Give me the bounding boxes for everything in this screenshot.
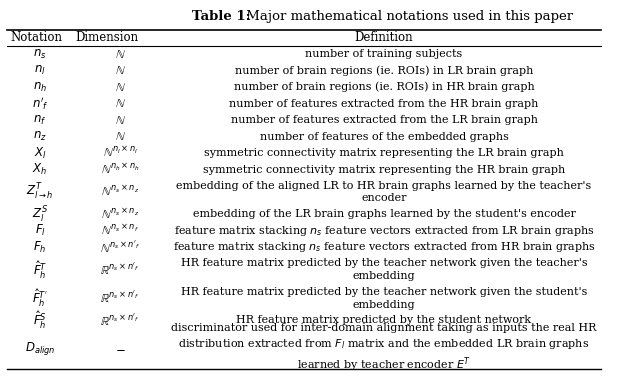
Text: Major mathematical notations used in this paper: Major mathematical notations used in thi…	[242, 10, 573, 23]
Text: $n_s$: $n_s$	[33, 47, 47, 61]
Text: $n_z$: $n_z$	[33, 130, 47, 143]
Text: embedding of the aligned LR to HR brain graphs learned by the teacher's
encoder: embedding of the aligned LR to HR brain …	[177, 181, 591, 204]
Text: $n'_f$: $n'_f$	[32, 96, 49, 112]
Text: $\mathbb{N}^{n_s \times n_z}$: $\mathbb{N}^{n_s \times n_z}$	[101, 207, 139, 222]
Text: Dimension: Dimension	[76, 31, 139, 44]
Text: Notation: Notation	[10, 31, 63, 44]
Text: $Z^S_l$: $Z^S_l$	[32, 204, 48, 225]
Text: $\mathbb{N}$: $\mathbb{N}$	[115, 64, 125, 77]
Text: $F_l$: $F_l$	[35, 223, 45, 238]
Text: $n_l$: $n_l$	[34, 64, 46, 77]
Text: $\mathbb{N}^{n_s \times n'_f}$: $\mathbb{N}^{n_s \times n'_f}$	[100, 239, 140, 256]
Text: HR feature matrix predicted by the teacher network given the teacher's
embedding: HR feature matrix predicted by the teach…	[180, 258, 588, 281]
Text: $\hat{F}^T_h$: $\hat{F}^T_h$	[33, 259, 47, 280]
Text: number of features extracted from the HR brain graph: number of features extracted from the HR…	[229, 99, 539, 108]
Text: $\hat{F}^S_h$: $\hat{F}^S_h$	[33, 310, 47, 331]
Text: $n_h$: $n_h$	[33, 81, 47, 94]
Text: HR feature matrix predicted by the teacher network given the student's
embedding: HR feature matrix predicted by the teach…	[181, 287, 588, 309]
Text: $\mathbb{N}$: $\mathbb{N}$	[115, 81, 125, 94]
Text: number of features of the embedded graphs: number of features of the embedded graph…	[260, 132, 509, 142]
Text: number of brain regions (ie. ROIs) in HR brain graph: number of brain regions (ie. ROIs) in HR…	[234, 82, 534, 92]
Text: $\mathbb{N}^{n_h \times n_h}$: $\mathbb{N}^{n_h \times n_h}$	[100, 162, 140, 177]
Text: $D_{align}$: $D_{align}$	[25, 340, 55, 357]
Text: $\mathbb{R}^{n_s \times n'_f}$: $\mathbb{R}^{n_s \times n'_f}$	[100, 262, 140, 278]
Text: $\mathbb{N}^{n_s \times n_z}$: $\mathbb{N}^{n_s \times n_z}$	[101, 185, 139, 199]
Text: $\mathbb{N}$: $\mathbb{N}$	[115, 113, 125, 126]
Text: $\mathbb{N}^{n_s \times n_f}$: $\mathbb{N}^{n_s \times n_f}$	[101, 224, 139, 238]
Text: $\mathbb{N}^{n_l \times n_l}$: $\mathbb{N}^{n_l \times n_l}$	[102, 146, 138, 160]
Text: $X_h$: $X_h$	[33, 162, 47, 177]
Text: $F_h$: $F_h$	[33, 240, 47, 255]
Text: Definition: Definition	[355, 31, 413, 44]
Text: $-$: $-$	[115, 342, 125, 355]
Text: feature matrix stacking $n_s$ feature vectors extracted from HR brain graphs: feature matrix stacking $n_s$ feature ve…	[173, 240, 596, 254]
Text: $Z^T_{l\to h}$: $Z^T_{l\to h}$	[26, 182, 54, 202]
Text: discriminator used for inter-domain alignment taking as inputs the real HR
distr: discriminator used for inter-domain alig…	[172, 324, 596, 374]
Text: $\mathbb{N}$: $\mathbb{N}$	[115, 130, 125, 143]
Text: $\hat{F}^{T'}_h$: $\hat{F}^{T'}_h$	[32, 287, 48, 309]
Text: embedding of the LR brain graphs learned by the student's encoder: embedding of the LR brain graphs learned…	[193, 209, 575, 219]
Text: $\mathbb{N}$: $\mathbb{N}$	[115, 48, 125, 61]
Text: $\mathbb{R}^{n_s \times n'_f}$: $\mathbb{R}^{n_s \times n'_f}$	[100, 290, 140, 306]
Text: $\mathbb{R}^{n_s \times n'_f}$: $\mathbb{R}^{n_s \times n'_f}$	[100, 312, 140, 329]
Text: feature matrix stacking $n_s$ feature vectors extracted from LR brain graphs: feature matrix stacking $n_s$ feature ve…	[173, 224, 595, 238]
Text: $X_l$: $X_l$	[34, 146, 47, 161]
Text: number of brain regions (ie. ROIs) in LR brain graph: number of brain regions (ie. ROIs) in LR…	[235, 65, 533, 76]
Text: HR feature matrix predicted by the student network: HR feature matrix predicted by the stude…	[237, 316, 532, 325]
Text: number of training subjects: number of training subjects	[305, 49, 463, 59]
Text: Table 1:: Table 1:	[192, 10, 251, 23]
Text: symmetric connectivity matrix representing the HR brain graph: symmetric connectivity matrix representi…	[203, 165, 565, 175]
Text: $\mathbb{N}$: $\mathbb{N}$	[115, 97, 125, 110]
Text: symmetric connectivity matrix representing the LR brain graph: symmetric connectivity matrix representi…	[204, 148, 564, 158]
Text: number of features extracted from the LR brain graph: number of features extracted from the LR…	[230, 115, 538, 125]
Text: $n_f$: $n_f$	[33, 113, 47, 127]
